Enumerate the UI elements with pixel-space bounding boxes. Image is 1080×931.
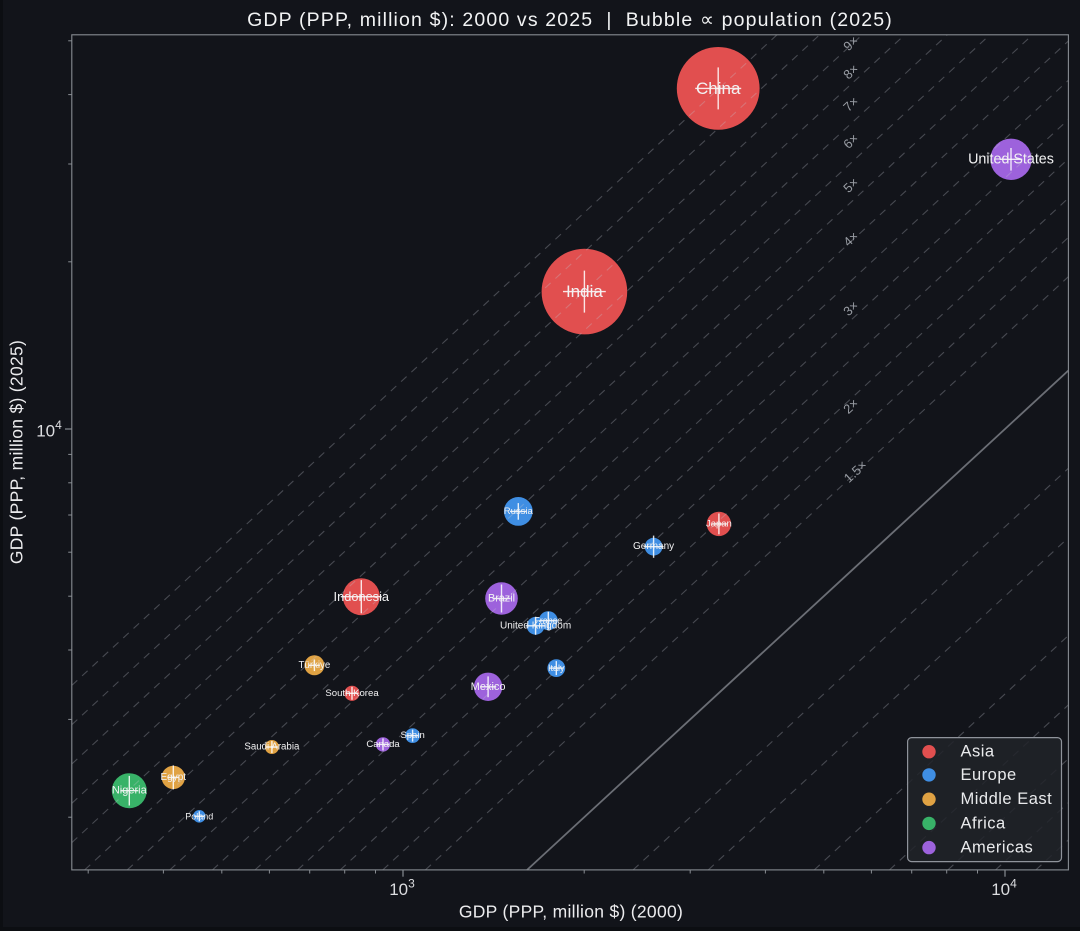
svg-text:Middle East: Middle East — [961, 790, 1053, 808]
svg-text:GDP (PPP, million $): 2000 vs: GDP (PPP, million $): 2000 vs 2025 | Bub… — [247, 9, 893, 31]
svg-text:Poland: Poland — [185, 811, 213, 821]
svg-text:Europe: Europe — [961, 766, 1017, 784]
svg-text:China: China — [696, 79, 741, 98]
svg-text:Italy: Italy — [548, 663, 565, 673]
svg-text:Egypt: Egypt — [161, 772, 187, 783]
svg-text:GDP (PPP, million $) (2025): GDP (PPP, million $) (2025) — [7, 340, 27, 564]
svg-text:Nigeria: Nigeria — [112, 785, 148, 797]
svg-text:Türkiye: Türkiye — [299, 660, 331, 671]
svg-text:Japan: Japan — [706, 518, 732, 529]
svg-text:Americas: Americas — [961, 839, 1034, 857]
svg-text:Indonesia: Indonesia — [334, 589, 390, 604]
svg-text:Asia: Asia — [961, 743, 995, 761]
svg-text:India: India — [566, 282, 603, 301]
svg-text:United Kingdom: United Kingdom — [500, 620, 571, 631]
svg-text:Spain: Spain — [400, 730, 424, 741]
svg-text:GDP (PPP, million $) (2000): GDP (PPP, million $) (2000) — [459, 902, 683, 922]
svg-text:Saudi Arabia: Saudi Arabia — [244, 742, 300, 753]
svg-text:Russia: Russia — [504, 506, 534, 517]
svg-text:Brazil: Brazil — [488, 593, 515, 605]
svg-text:Africa: Africa — [961, 814, 1007, 832]
svg-text:South Korea: South Korea — [325, 688, 379, 699]
svg-text:Canada: Canada — [366, 739, 400, 750]
svg-text:France: France — [534, 616, 562, 626]
svg-text:Germany: Germany — [633, 541, 674, 552]
svg-text:United States: United States — [968, 151, 1054, 167]
svg-text:Mexico: Mexico — [471, 681, 506, 693]
